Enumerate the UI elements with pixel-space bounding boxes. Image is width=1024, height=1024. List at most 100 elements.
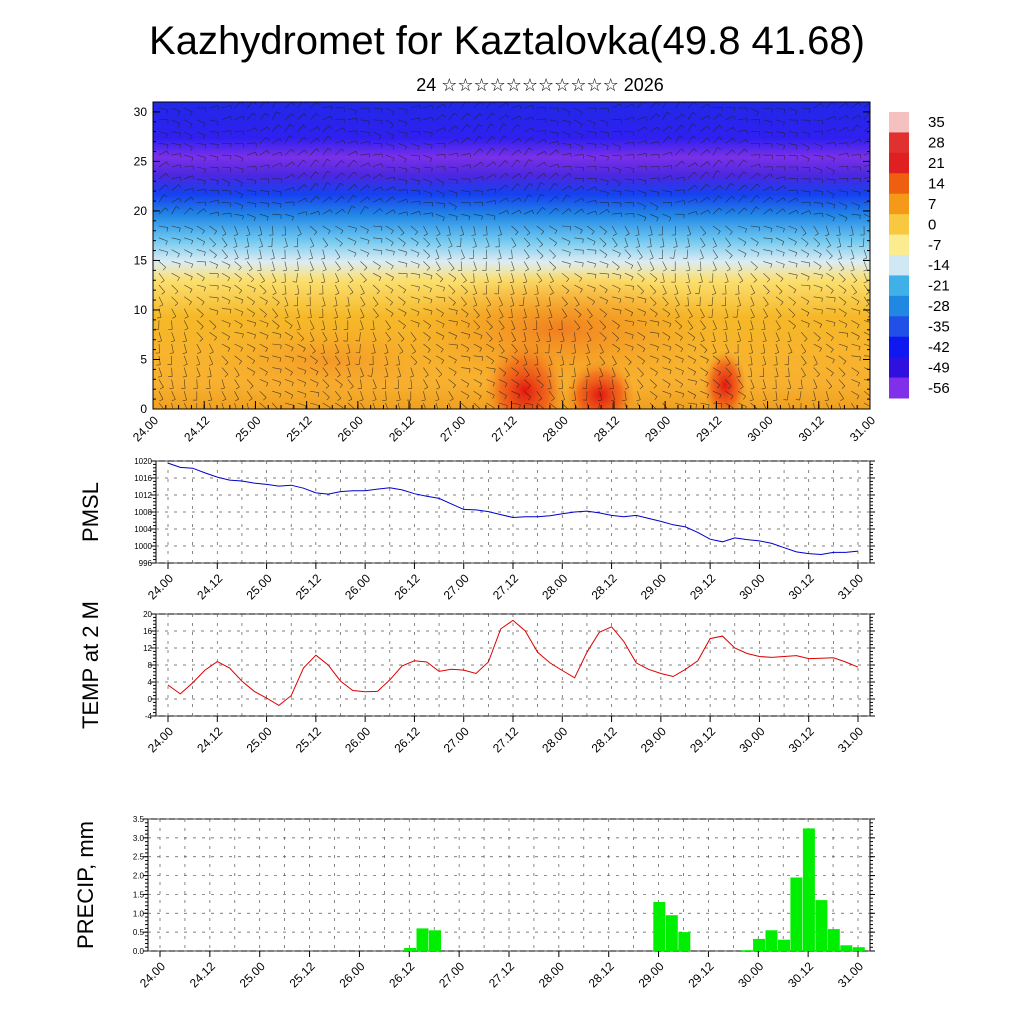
wind-barb xyxy=(687,198,697,203)
wind-barb xyxy=(234,237,238,247)
wind-barb-flag xyxy=(707,137,711,142)
wind-barb-flag xyxy=(683,176,685,181)
wind-barb xyxy=(700,196,708,203)
wind-barb xyxy=(360,391,364,400)
wind-barb-flag xyxy=(605,300,609,305)
wind-barb-flag xyxy=(841,385,846,389)
wind-barb-flag xyxy=(616,266,620,271)
wind-barb-flag xyxy=(405,169,408,174)
wind-barb xyxy=(800,296,810,302)
wind-barb-flag xyxy=(280,152,283,156)
wind-barb xyxy=(335,273,340,282)
wind-barb-flag xyxy=(580,230,583,234)
wind-barb-flag xyxy=(291,382,294,387)
wind-barb xyxy=(347,225,357,229)
wind-barb xyxy=(259,284,267,292)
wind-barb-flag xyxy=(503,123,507,126)
wind-barb xyxy=(599,391,603,400)
wind-barb xyxy=(360,379,362,389)
precip-panel: 24.00 24.12 25.00 25.12 26.00 26.12 27.00 27.12… xyxy=(73,815,875,990)
wind-barb-flag xyxy=(214,231,217,235)
wind-barb xyxy=(637,379,644,387)
wind-barb-flag xyxy=(431,117,434,121)
wind-barb-flag xyxy=(500,327,505,331)
wind-barb-flag xyxy=(669,257,674,259)
wind-barb-flag xyxy=(708,209,711,214)
wind-barb-flag xyxy=(385,412,389,413)
wind-barb-flag xyxy=(554,242,557,247)
wind-barb-flag xyxy=(809,210,812,215)
wind-barb-flag xyxy=(830,290,834,294)
wind-barb-flag xyxy=(166,161,169,166)
wind-barb-flag xyxy=(770,196,774,201)
wind-barb-flag xyxy=(303,159,307,164)
wind-barb-flag xyxy=(711,340,716,343)
wind-barb xyxy=(297,308,300,318)
wind-barb xyxy=(284,320,293,326)
wind-barb xyxy=(322,105,332,109)
wind-barb xyxy=(171,153,181,156)
wind-barb-flag xyxy=(871,371,873,375)
wind-barb-flag xyxy=(569,144,572,149)
wind-barb xyxy=(196,143,206,145)
wind-barb-flag xyxy=(516,384,520,388)
wind-barb-flag xyxy=(538,398,542,402)
wind-barb-flag xyxy=(230,105,232,110)
wind-barb-flag xyxy=(757,172,761,177)
wind-barb xyxy=(448,355,457,361)
wind-barb-flag xyxy=(303,348,306,352)
wind-barb xyxy=(171,197,180,203)
wind-barb-flag xyxy=(212,243,216,248)
wind-barb xyxy=(385,107,395,112)
wind-barb xyxy=(398,178,408,181)
wind-barb-flag xyxy=(770,251,773,256)
wind-barb xyxy=(171,107,181,112)
wind-barb xyxy=(788,107,798,112)
wind-barb xyxy=(851,138,860,144)
wind-barb xyxy=(863,102,870,109)
wind-barb xyxy=(712,402,722,405)
wind-barb-flag xyxy=(532,105,535,110)
x-tick-label: 24.00 xyxy=(145,571,176,602)
wind-barb xyxy=(599,379,602,389)
wind-barb-flag xyxy=(688,315,693,319)
wind-barb-flag xyxy=(207,376,212,378)
wind-barb xyxy=(561,367,563,377)
wind-barb xyxy=(234,115,243,121)
wind-barb-flag xyxy=(491,360,495,365)
wind-barb xyxy=(737,367,741,377)
wind-barb xyxy=(473,273,475,283)
wind-barb-flag xyxy=(743,253,747,258)
wind-barb xyxy=(297,343,306,349)
wind-barb-flag xyxy=(859,138,862,143)
wind-barb-flag xyxy=(452,384,456,389)
wind-barb xyxy=(801,261,810,264)
wind-barb-flag xyxy=(280,203,282,208)
wind-barb xyxy=(799,391,802,401)
wind-barb-flag xyxy=(708,115,711,120)
wind-barb xyxy=(385,332,392,340)
wind-barb-flag xyxy=(594,263,596,268)
wind-barb xyxy=(851,190,861,193)
wind-barb xyxy=(435,379,441,388)
wind-barb xyxy=(775,343,780,353)
wind-barb xyxy=(498,135,504,144)
wind-barb xyxy=(171,296,179,304)
wind-barb xyxy=(259,331,269,336)
wind-barb-flag xyxy=(732,316,737,318)
wind-barb xyxy=(171,206,177,215)
wind-barb xyxy=(523,379,531,386)
wind-barb-flag xyxy=(265,348,268,352)
wind-barb-flag xyxy=(493,173,497,178)
wind-barbs xyxy=(154,102,873,413)
wind-barb xyxy=(322,249,326,259)
wind-barb-flag xyxy=(355,151,358,155)
wind-barb xyxy=(788,272,798,276)
wind-barb-flag xyxy=(557,164,560,169)
wind-barb-flag xyxy=(719,207,723,212)
wind-barb xyxy=(612,261,620,268)
wind-barb-flag xyxy=(556,149,560,154)
wind-barb xyxy=(712,332,716,341)
wind-barb-flag xyxy=(744,148,748,153)
wind-barb-flag xyxy=(451,291,456,295)
